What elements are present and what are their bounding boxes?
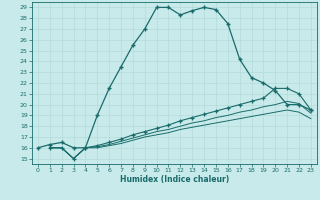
- X-axis label: Humidex (Indice chaleur): Humidex (Indice chaleur): [120, 175, 229, 184]
